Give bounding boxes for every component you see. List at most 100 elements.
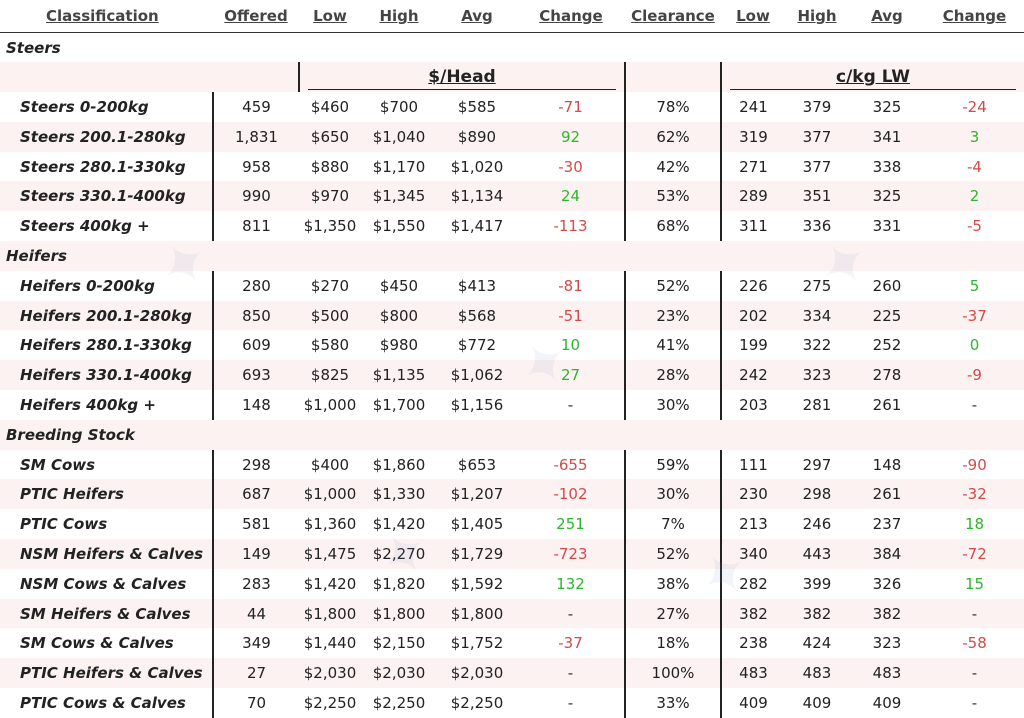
clearance-cell: 30% <box>625 390 722 420</box>
kg-avg-cell: 338 <box>849 151 925 182</box>
kg-high-cell: 377 <box>785 121 849 152</box>
high-cell: $2,030 <box>361 658 437 689</box>
offered-cell: 27 <box>213 658 299 689</box>
high-cell: $980 <box>361 330 437 361</box>
kg-high-cell: 334 <box>785 300 849 331</box>
kg-high-cell: 443 <box>785 539 849 569</box>
kg-high-cell: 379 <box>785 92 849 122</box>
table-row: Heifers 400kg +148 $1,000 $1,700 $1,156-30%… <box>0 390 1024 420</box>
table-row: Steers 400kg +811 $1,350 $1,550 $1,417 -113 6… <box>0 211 1024 242</box>
kg-high-cell: 297 <box>785 449 849 480</box>
kg-low-cell: 111 <box>721 449 785 480</box>
units-per-kg: c/kg LW <box>836 67 910 88</box>
high-cell: $1,820 <box>361 568 437 599</box>
kg-change-cell: - <box>925 390 1024 420</box>
table-row: SM Cows & Calves 349 $1,440 $2,150 $1,752 -37… <box>0 628 1024 659</box>
row-label: NSM Heifers & Calves <box>0 539 214 569</box>
change-cell: -655 <box>517 449 626 480</box>
row-label: SM Cows <box>0 449 214 480</box>
avg-cell: $1,592 <box>437 568 517 599</box>
change-cell: 10 <box>517 330 626 361</box>
high-cell: $1,860 <box>361 449 437 480</box>
row-label: SM Cows & Calves <box>0 628 214 659</box>
kg-change-cell: 18 <box>925 509 1024 540</box>
high-cell: $1,135 <box>361 360 437 391</box>
kg-change-cell: -90 <box>925 449 1024 480</box>
kg-change-cell: 3 <box>925 121 1024 152</box>
offered-cell: 581 <box>213 509 299 540</box>
kg-change-cell: 0 <box>925 330 1024 361</box>
high-cell: $1,550 <box>361 211 437 242</box>
kg-high-cell: 399 <box>785 568 849 599</box>
avg-cell: $1,062 <box>437 360 517 391</box>
clearance-cell: 28% <box>625 360 722 391</box>
table-row: Steers 200.1-280kg 1,831 $650 $1,040 $890 92 6… <box>0 121 1024 152</box>
table-row: Heifers 0-200kg 280 $270 $450 $413 -81 52% 226 2… <box>0 270 1024 301</box>
clearance-cell: 27% <box>625 598 722 629</box>
kg-change-cell: -4 <box>925 151 1024 182</box>
col-kg-high: High <box>785 0 849 33</box>
units-rule <box>730 89 1016 91</box>
kg-high-cell: 424 <box>785 628 849 659</box>
kg-change-cell: 2 <box>925 181 1024 212</box>
low-cell: $270 <box>299 270 361 301</box>
change-cell: 92 <box>517 121 626 152</box>
table-row: Steers 280.1-330kg 958 $880 $1,170 $1,020 -30… <box>0 151 1024 182</box>
avg-cell: $1,405 <box>437 509 517 540</box>
kg-change-cell: - <box>925 658 1024 689</box>
kg-avg-cell: 261 <box>849 390 925 420</box>
clearance-cell: 52% <box>625 270 722 301</box>
change-cell: 132 <box>517 568 626 599</box>
change-cell: -71 <box>517 92 626 122</box>
change-cell: -102 <box>517 479 626 510</box>
low-cell: $460 <box>299 92 361 122</box>
table-row: Heifers 330.1-400kg 693 $825 $1,135 $1,062 27… <box>0 360 1024 391</box>
kg-change-cell: -5 <box>925 211 1024 242</box>
low-cell: $970 <box>299 181 361 212</box>
kg-low-cell: 202 <box>721 300 785 331</box>
kg-high-cell: 298 <box>785 479 849 510</box>
kg-change-cell: 15 <box>925 568 1024 599</box>
kg-change-cell: 5 <box>925 270 1024 301</box>
row-label: Heifers 200.1-280kg <box>0 300 214 331</box>
table-body: Steers $/Head c/kg LW Steers 0-200kg 459 $460… <box>0 32 1024 718</box>
row-label: Steers 330.1-400kg <box>0 181 214 212</box>
avg-cell: $2,030 <box>437 658 517 689</box>
row-label: PTIC Heifers <box>0 479 214 510</box>
table-row: PTIC Heifers 687 $1,000 $1,330 $1,207 -102 30%… <box>0 479 1024 510</box>
units-per-head-cell: $/Head <box>299 62 626 93</box>
section-row: Heifers <box>0 241 1024 271</box>
table-row: SM Cows 298 $400 $1,860 $653 -655 59% 111 297 148… <box>0 449 1024 480</box>
offered-cell: 283 <box>213 568 299 599</box>
change-cell: -113 <box>517 211 626 242</box>
kg-low-cell: 242 <box>721 360 785 391</box>
offered-cell: 850 <box>213 300 299 331</box>
offered-cell: 148 <box>213 390 299 420</box>
avg-cell: $1,207 <box>437 479 517 510</box>
avg-cell: $1,752 <box>437 628 517 659</box>
clearance-cell: 53% <box>625 181 722 212</box>
kg-change-cell: -32 <box>925 479 1024 510</box>
kg-avg-cell: 483 <box>849 658 925 689</box>
low-cell: $1,440 <box>299 628 361 659</box>
clearance-cell: 100% <box>625 658 722 689</box>
high-cell: $2,270 <box>361 539 437 569</box>
kg-low-cell: 311 <box>721 211 785 242</box>
high-cell: $1,345 <box>361 181 437 212</box>
low-cell: $1,000 <box>299 479 361 510</box>
kg-high-cell: 322 <box>785 330 849 361</box>
header-row: Classification Offered Low High Avg Chan… <box>0 0 1024 33</box>
high-cell: $1,330 <box>361 479 437 510</box>
units-row: $/Head c/kg LW <box>0 62 1024 93</box>
low-cell: $500 <box>299 300 361 331</box>
table-row: SM Heifers & Calves 44 $1,800 $1,800 $1,800-… <box>0 598 1024 629</box>
kg-avg-cell: 331 <box>849 211 925 242</box>
high-cell: $700 <box>361 92 437 122</box>
kg-avg-cell: 237 <box>849 509 925 540</box>
kg-avg-cell: 252 <box>849 330 925 361</box>
kg-low-cell: 282 <box>721 568 785 599</box>
avg-cell: $1,134 <box>437 181 517 212</box>
high-cell: $1,040 <box>361 121 437 152</box>
change-cell: -723 <box>517 539 626 569</box>
